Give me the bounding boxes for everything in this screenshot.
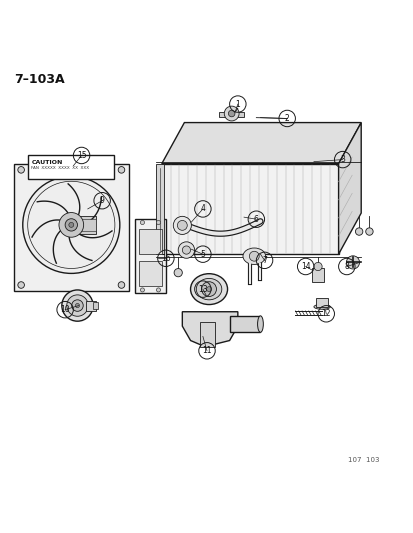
Bar	[14, 164, 128, 291]
Bar	[85, 301, 96, 311]
Bar	[139, 261, 161, 286]
Circle shape	[23, 176, 119, 273]
Polygon shape	[338, 123, 360, 254]
Circle shape	[313, 269, 321, 277]
Bar	[135, 219, 166, 293]
Text: 15: 15	[76, 151, 86, 160]
Text: 12: 12	[321, 309, 330, 318]
Bar	[73, 219, 96, 231]
Circle shape	[140, 288, 144, 292]
Circle shape	[365, 228, 372, 235]
Ellipse shape	[257, 316, 263, 332]
Circle shape	[178, 242, 194, 259]
Polygon shape	[182, 312, 237, 346]
Circle shape	[224, 106, 238, 121]
Circle shape	[355, 228, 362, 235]
Bar	[229, 316, 260, 332]
Text: 8: 8	[344, 262, 348, 271]
Text: 6: 6	[253, 215, 258, 224]
Bar	[28, 156, 114, 179]
Circle shape	[118, 282, 124, 288]
Circle shape	[177, 221, 187, 230]
Circle shape	[66, 295, 88, 316]
Circle shape	[173, 216, 191, 235]
Circle shape	[249, 251, 259, 261]
Bar	[139, 230, 161, 254]
Text: 7–103A: 7–103A	[14, 73, 64, 86]
Circle shape	[201, 282, 216, 296]
Text: 11: 11	[202, 346, 211, 356]
Bar	[315, 298, 328, 307]
Circle shape	[59, 213, 83, 237]
Text: 3: 3	[339, 155, 344, 164]
Bar	[219, 112, 243, 117]
Circle shape	[18, 282, 24, 288]
Text: 2: 2	[284, 114, 289, 123]
Polygon shape	[161, 164, 338, 254]
Text: 107  103: 107 103	[347, 457, 378, 463]
Circle shape	[156, 288, 160, 292]
Bar	[311, 268, 323, 282]
Circle shape	[313, 262, 321, 271]
Bar	[73, 216, 96, 234]
Bar	[199, 322, 215, 346]
Text: 13: 13	[197, 285, 207, 294]
Ellipse shape	[242, 248, 265, 264]
Text: 9: 9	[100, 196, 104, 205]
Circle shape	[75, 303, 79, 308]
Circle shape	[174, 269, 182, 277]
Bar	[155, 164, 164, 254]
Bar	[93, 302, 98, 309]
Circle shape	[62, 290, 93, 321]
Text: 7: 7	[261, 256, 266, 265]
Circle shape	[71, 300, 83, 311]
Circle shape	[118, 167, 124, 173]
Text: 14: 14	[300, 262, 310, 271]
Ellipse shape	[196, 278, 221, 300]
Circle shape	[206, 287, 211, 292]
Circle shape	[69, 222, 74, 228]
Circle shape	[182, 246, 190, 254]
Circle shape	[156, 221, 160, 224]
Circle shape	[140, 221, 144, 224]
Ellipse shape	[313, 304, 330, 309]
Text: 4: 4	[200, 205, 205, 213]
Text: 5: 5	[200, 249, 205, 259]
Circle shape	[228, 110, 235, 117]
Ellipse shape	[190, 274, 227, 304]
Text: CAUTION: CAUTION	[31, 159, 63, 165]
Circle shape	[346, 256, 359, 269]
Text: 16: 16	[161, 254, 170, 263]
Polygon shape	[161, 123, 360, 164]
Text: 10: 10	[60, 305, 70, 314]
Text: 1: 1	[235, 100, 240, 109]
Circle shape	[18, 167, 24, 173]
Text: FAN  XXXXX  XXXX  XX  XXX: FAN XXXXX XXXX XX XXX	[31, 166, 89, 170]
Circle shape	[65, 219, 77, 231]
